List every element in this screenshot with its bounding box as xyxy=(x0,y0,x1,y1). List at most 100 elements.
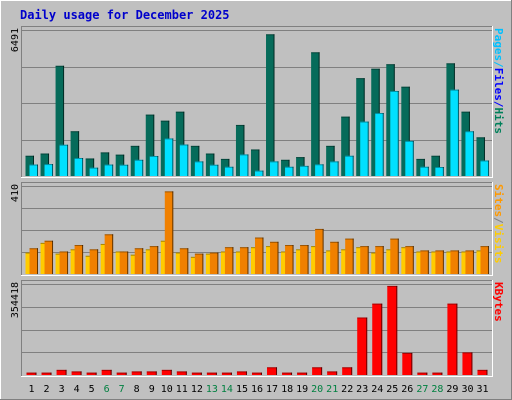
bar-kbytes-day-19 xyxy=(297,372,308,375)
bar-files-day-10 xyxy=(164,138,174,176)
bar-visits-day-11 xyxy=(179,248,189,274)
kbytes_panel-max-label: 354418 xyxy=(10,282,21,318)
bar-visits-day-6-fill xyxy=(104,234,114,274)
bar-visits-day-14 xyxy=(224,247,234,274)
x-axis-day-labels: 1 2 3 4 5 6 7 8 9 10 11 12 13 14 15 16 17 18 19 20 21 22 23 24 2… xyxy=(28,384,488,395)
bar-visits-day-30-fill xyxy=(465,250,474,274)
bar-visits-day-25 xyxy=(390,238,399,274)
bar-kbytes-day-28 xyxy=(432,372,443,375)
bar-files-day-27 xyxy=(420,166,429,176)
bar-files-day-27-fill xyxy=(420,166,429,176)
bar-visits-day-22-fill xyxy=(345,238,354,274)
bar-kbytes-day-1 xyxy=(26,372,37,375)
x-tick-day-28: 28 xyxy=(431,384,443,395)
bar-kbytes-day-30-fill xyxy=(462,352,473,375)
bar-kbytes-day-5 xyxy=(86,372,97,375)
bar-kbytes-day-6 xyxy=(101,369,112,375)
bar-visits-day-16 xyxy=(254,237,264,274)
bar-files-day-23 xyxy=(360,121,369,176)
bar-kbytes-day-14-fill xyxy=(221,372,232,375)
x-tick-day-13: 13 xyxy=(206,384,218,395)
bar-kbytes-day-8-fill xyxy=(131,371,142,375)
x-tick-day-17: 17 xyxy=(266,384,278,395)
x-tick-day-25: 25 xyxy=(386,384,398,395)
bar-files-day-13-fill xyxy=(209,164,219,176)
bar-files-day-15-fill xyxy=(239,154,249,176)
bar-files-day-2 xyxy=(44,164,54,176)
bar-files-day-10-fill xyxy=(164,138,174,176)
bar-visits-day-26 xyxy=(405,246,414,274)
bar-files-day-28-fill xyxy=(435,167,444,176)
bar-kbytes-day-12 xyxy=(191,372,202,375)
bar-kbytes-day-2 xyxy=(41,372,52,375)
bar-kbytes-day-12-fill xyxy=(191,372,202,375)
x-tick-day-8: 8 xyxy=(134,384,140,395)
bar-files-day-25 xyxy=(390,90,399,176)
bar-visits-day-25-fill xyxy=(390,238,399,274)
bar-kbytes-day-18 xyxy=(282,372,293,375)
bar-hits-day-20-fill xyxy=(311,52,320,176)
bar-visits-day-12-fill xyxy=(194,253,204,274)
bar-files-day-11 xyxy=(179,144,189,176)
bar-kbytes-day-27 xyxy=(417,372,428,375)
bar-hits-day-17 xyxy=(266,34,275,177)
bar-kbytes-day-22 xyxy=(342,367,353,375)
x-tick-day-21: 21 xyxy=(326,384,338,395)
bar-kbytes-day-26-fill xyxy=(402,352,413,375)
visits_panel-max-label: 410 xyxy=(10,184,21,202)
bar-files-day-30-fill xyxy=(465,131,474,176)
bar-visits-day-19 xyxy=(300,245,309,274)
bar-kbytes-day-25 xyxy=(387,285,398,375)
bar-files-day-13 xyxy=(209,164,219,176)
bar-kbytes-day-9 xyxy=(146,371,157,375)
x-tick-day-15: 15 xyxy=(236,384,248,395)
hits_panel: 6491 Pages/Files/Hits xyxy=(10,26,505,178)
x-tick-day-18: 18 xyxy=(281,384,293,395)
bar-files-day-22 xyxy=(345,155,354,176)
bar-kbytes-day-20-fill xyxy=(312,367,323,375)
bar-visits-day-14-fill xyxy=(224,247,234,274)
x-tick-day-6: 6 xyxy=(104,384,110,395)
bar-visits-day-24-fill xyxy=(375,246,384,274)
kbytes_panel-area xyxy=(21,280,493,377)
bar-kbytes-day-29-fill xyxy=(447,303,458,375)
bar-visits-day-11-fill xyxy=(179,248,189,274)
bar-kbytes-day-31 xyxy=(477,369,488,375)
bar-files-day-19-fill xyxy=(300,165,309,176)
bar-files-day-4 xyxy=(74,158,84,176)
bar-visits-day-3 xyxy=(59,251,69,274)
bar-visits-day-24 xyxy=(375,246,384,274)
bar-visits-day-18-fill xyxy=(285,245,294,274)
bar-files-day-18 xyxy=(285,166,294,176)
x-tick-day-20: 20 xyxy=(311,384,323,395)
bar-files-day-29-fill xyxy=(450,89,459,176)
bar-visits-day-6 xyxy=(104,234,114,274)
bar-hits-day-11-fill xyxy=(175,111,185,176)
bar-files-day-17 xyxy=(270,161,279,176)
bar-visits-day-13-fill xyxy=(209,252,219,274)
hits_panel-legend-item: Hits xyxy=(492,108,505,135)
bar-hits-day-17-fill xyxy=(266,34,275,177)
bar-files-day-11-fill xyxy=(179,144,189,176)
bar-files-day-21-fill xyxy=(330,161,339,176)
bar-kbytes-day-25-fill xyxy=(387,285,398,375)
x-tick-day-4: 4 xyxy=(74,384,80,395)
bar-visits-day-5 xyxy=(89,249,99,274)
bar-files-day-24-fill xyxy=(375,113,384,176)
bar-hits-day-28-fill xyxy=(431,155,440,176)
x-tick-day-3: 3 xyxy=(59,384,65,395)
x-tick-day-14: 14 xyxy=(221,384,233,395)
bar-kbytes-day-19-fill xyxy=(297,372,308,375)
bar-visits-day-19-fill xyxy=(300,245,309,274)
bar-visits-day-5-fill xyxy=(89,249,99,274)
bar-visits-day-23-fill xyxy=(360,246,369,274)
bar-kbytes-day-24 xyxy=(372,303,383,375)
bar-files-day-14 xyxy=(224,166,234,176)
visits_panel: 410 Sites/Visits xyxy=(10,182,505,276)
bar-files-day-31-fill xyxy=(480,160,489,176)
bar-files-day-26-fill xyxy=(405,140,414,176)
bar-files-day-26 xyxy=(405,140,414,176)
x-tick-day-2: 2 xyxy=(43,384,49,395)
bar-kbytes-day-1-fill xyxy=(26,372,37,375)
